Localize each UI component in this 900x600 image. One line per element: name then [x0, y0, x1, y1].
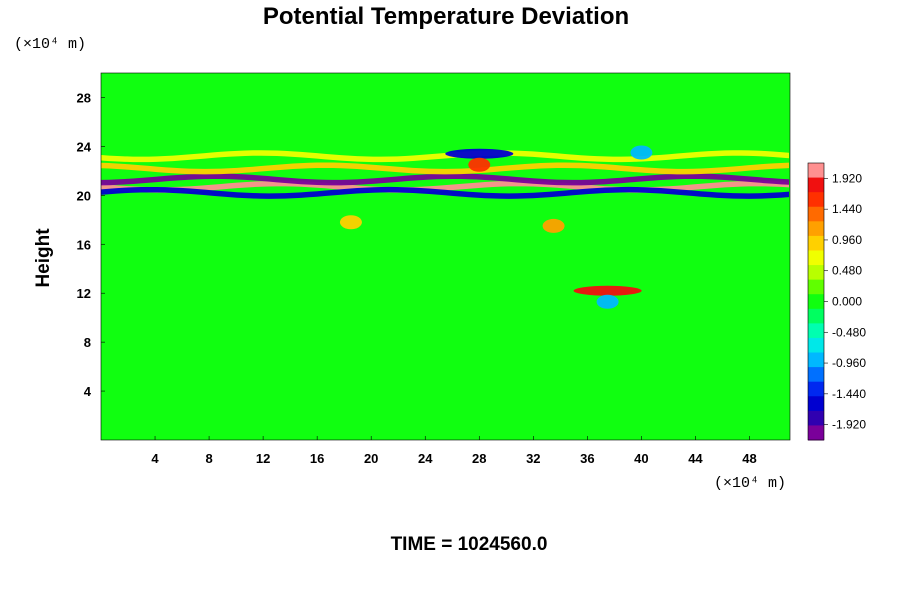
y-tick-label: 8 [84, 335, 91, 350]
y-tick-label: 4 [84, 384, 92, 399]
colorbar-segment [808, 192, 824, 208]
x-axis-ticks: 4 8 12 16 20 24 28 32 36 40 44 48 [151, 436, 757, 466]
field-band [101, 186, 789, 199]
colorbar-tick-label: -0.960 [832, 356, 866, 370]
y-axis-label: Height [33, 228, 54, 288]
x-tick-label: 12 [256, 451, 270, 466]
time-label: TIME = 1024560.0 [391, 534, 548, 555]
heatmap-field [101, 73, 790, 440]
colorbar-segment [808, 308, 824, 324]
colorbar-segment [808, 265, 824, 281]
x-tick-label: 16 [310, 451, 324, 466]
colorbar-tick-label: 0.960 [832, 233, 862, 247]
field-blob [573, 285, 642, 296]
x-tick-label: 44 [688, 451, 703, 466]
colorbar-segment [808, 425, 824, 441]
field-band [101, 173, 789, 186]
y-tick-label: 24 [77, 139, 92, 154]
x-tick-label: 24 [418, 451, 433, 466]
y-axis-ticks: 4 8 12 16 20 24 28 [77, 90, 105, 399]
colorbar-segment [808, 352, 824, 368]
x-tick-label: 48 [742, 451, 756, 466]
x-tick-label: 40 [634, 451, 648, 466]
x-axis-unit: (×10⁴ m) [714, 475, 786, 492]
plot-frame [100, 72, 791, 441]
colorbar-segment [808, 177, 824, 193]
field-band [101, 162, 789, 175]
colorbar-tick-label: 1.920 [832, 171, 862, 185]
x-tick-label: 28 [472, 451, 486, 466]
y-tick-label: 20 [77, 188, 91, 203]
colorbar-tick-label: 0.000 [832, 295, 862, 309]
field-blob [445, 148, 514, 159]
colorbar-segment [808, 367, 824, 383]
x-tick-label: 4 [151, 451, 159, 466]
y-axis-unit: (×10⁴ m) [14, 36, 86, 53]
colorbar-segment [808, 250, 824, 266]
y-tick-label: 16 [77, 237, 91, 252]
field-blob [630, 145, 653, 160]
y-tick-label: 12 [77, 286, 91, 301]
field-background [101, 73, 790, 440]
colorbar-segment [808, 323, 824, 339]
field-blob [542, 218, 565, 233]
x-tick-label: 32 [526, 451, 540, 466]
colorbar-segment [808, 410, 824, 426]
colorbar-segment [808, 294, 824, 310]
x-tick-label: 8 [205, 451, 212, 466]
colorbar-tick-label: -0.480 [832, 325, 866, 339]
colorbar-tick-label: -1.440 [832, 387, 866, 401]
colorbar-tick-label: 0.480 [832, 264, 862, 278]
colorbar-tick-label: -1.920 [832, 418, 866, 432]
field-band [101, 150, 789, 163]
colorbar-segment [808, 235, 824, 251]
x-tick-label: 20 [364, 451, 378, 466]
colorbar-segment [808, 381, 824, 397]
colorbar-segment [808, 163, 824, 179]
field-blob [468, 157, 491, 172]
field-blob [339, 215, 362, 230]
chart-title: Potential Temperature Deviation [263, 3, 629, 30]
field-blob [596, 294, 619, 309]
colorbar: 1.920 1.440 0.960 0.480 0.000 -0.480 -0.960 -1.… [807, 162, 866, 441]
colorbar-segment [808, 396, 824, 412]
colorbar-segment [808, 206, 824, 222]
colorbar-segment [808, 337, 824, 354]
x-tick-label: 36 [580, 451, 594, 466]
colorbar-segment [808, 279, 824, 295]
colorbar-segment [808, 221, 824, 237]
colorbar-tick-label: 1.440 [832, 202, 862, 216]
y-tick-label: 28 [77, 90, 91, 105]
